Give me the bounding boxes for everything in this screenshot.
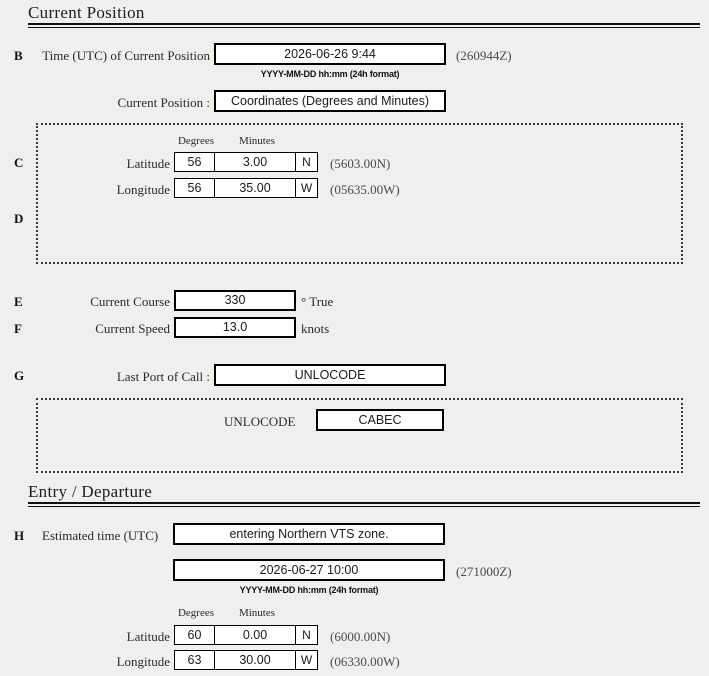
longitude-degrees-input[interactable]: 56: [174, 178, 215, 198]
label-latitude-entry: Latitude: [126, 629, 170, 644]
estimated-time-format-hint: YYYY-MM-DD hh:mm (24h format): [239, 585, 379, 595]
label-last-port-of-call: Last Port of Call :: [116, 369, 210, 384]
latitude-minutes-input-entry[interactable]: 0.00: [214, 625, 296, 645]
latitude-degrees-input-entry[interactable]: 60: [174, 625, 215, 645]
latitude-hemisphere-select[interactable]: N: [295, 152, 318, 172]
column-header-minutes-entry: Minutes: [238, 607, 276, 619]
latitude-degrees-input[interactable]: 56: [174, 152, 215, 172]
estimated-time-input[interactable]: 2026-06-27 10:00: [173, 559, 445, 581]
marker-b: B: [14, 48, 23, 63]
label-latitude: Latitude: [126, 156, 170, 171]
column-header-degrees: Degrees: [177, 135, 215, 147]
unit-knots: knots: [301, 321, 330, 336]
longitude-minutes-input-entry[interactable]: 30.00: [214, 650, 296, 670]
section-rule-current-position: [28, 23, 700, 28]
time-derived-value: (260944Z): [456, 48, 512, 63]
marker-e: E: [14, 294, 23, 309]
label-estimated-time: Estimated time (UTC): [42, 528, 159, 543]
longitude-hemisphere-select-entry[interactable]: W: [295, 650, 318, 670]
section-rule-entry-departure: [28, 502, 700, 507]
coordinates-panel: [36, 123, 683, 264]
last-port-of-call-select[interactable]: UNLOCODE: [214, 364, 446, 386]
current-speed-input[interactable]: 13.0: [174, 317, 296, 338]
marker-f: F: [14, 321, 22, 336]
marker-h: H: [14, 528, 25, 543]
label-longitude: Longitude: [116, 182, 170, 197]
label-current-speed: Current Speed: [95, 321, 170, 336]
column-header-degrees-entry: Degrees: [177, 607, 215, 619]
column-header-minutes: Minutes: [238, 135, 276, 147]
estimated-time-derived-value: (271000Z): [456, 564, 512, 579]
longitude-derived-value-entry: (06330.00W): [330, 654, 400, 669]
rule-line-lower: [28, 27, 700, 28]
time-of-current-position-input[interactable]: 2026-06-26 9:44: [214, 43, 446, 65]
section-heading-entry-departure: Entry / Departure: [8, 482, 152, 502]
longitude-derived-value: (05635.00W): [330, 182, 400, 197]
longitude-hemisphere-select[interactable]: W: [295, 178, 318, 198]
latitude-minutes-input[interactable]: 3.00: [214, 152, 296, 172]
longitude-degrees-input-entry[interactable]: 63: [174, 650, 215, 670]
section-title-entry-departure: Entry / Departure: [28, 482, 153, 501]
label-time-of-current-position: Time (UTC) of Current Position: [42, 48, 210, 63]
marker-c: C: [14, 155, 24, 170]
latitude-derived-value: (5603.00N): [330, 156, 391, 171]
marker-g: G: [14, 368, 25, 383]
latitude-hemisphere-select-entry[interactable]: N: [295, 625, 318, 645]
label-current-position-type: Current Position :: [117, 95, 210, 110]
current-course-input[interactable]: 330: [174, 290, 296, 311]
label-longitude-entry: Longitude: [116, 654, 170, 669]
section-title-current-position: Current Position: [28, 3, 145, 22]
unlocode-input[interactable]: CABEC: [316, 409, 444, 431]
estimated-event-input[interactable]: entering Northern VTS zone.: [173, 523, 445, 545]
longitude-minutes-input[interactable]: 35.00: [214, 178, 296, 198]
marker-d: D: [14, 211, 24, 226]
section-heading-current-position: Current Position: [8, 3, 145, 23]
unlocode-panel: [36, 398, 683, 473]
unit-degrees-true: ° True: [301, 294, 334, 309]
rule-line-upper: [28, 23, 700, 25]
time-format-hint: YYYY-MM-DD hh:mm (24h format): [260, 69, 400, 79]
rule-line-lower-2: [28, 506, 700, 507]
latitude-derived-value-entry: (6000.00N): [330, 629, 391, 644]
label-unlocode: UNLOCODE: [224, 414, 296, 429]
rule-line-upper-2: [28, 502, 700, 504]
current-position-type-select[interactable]: Coordinates (Degrees and Minutes): [214, 90, 446, 112]
label-current-course: Current Course: [90, 294, 170, 309]
